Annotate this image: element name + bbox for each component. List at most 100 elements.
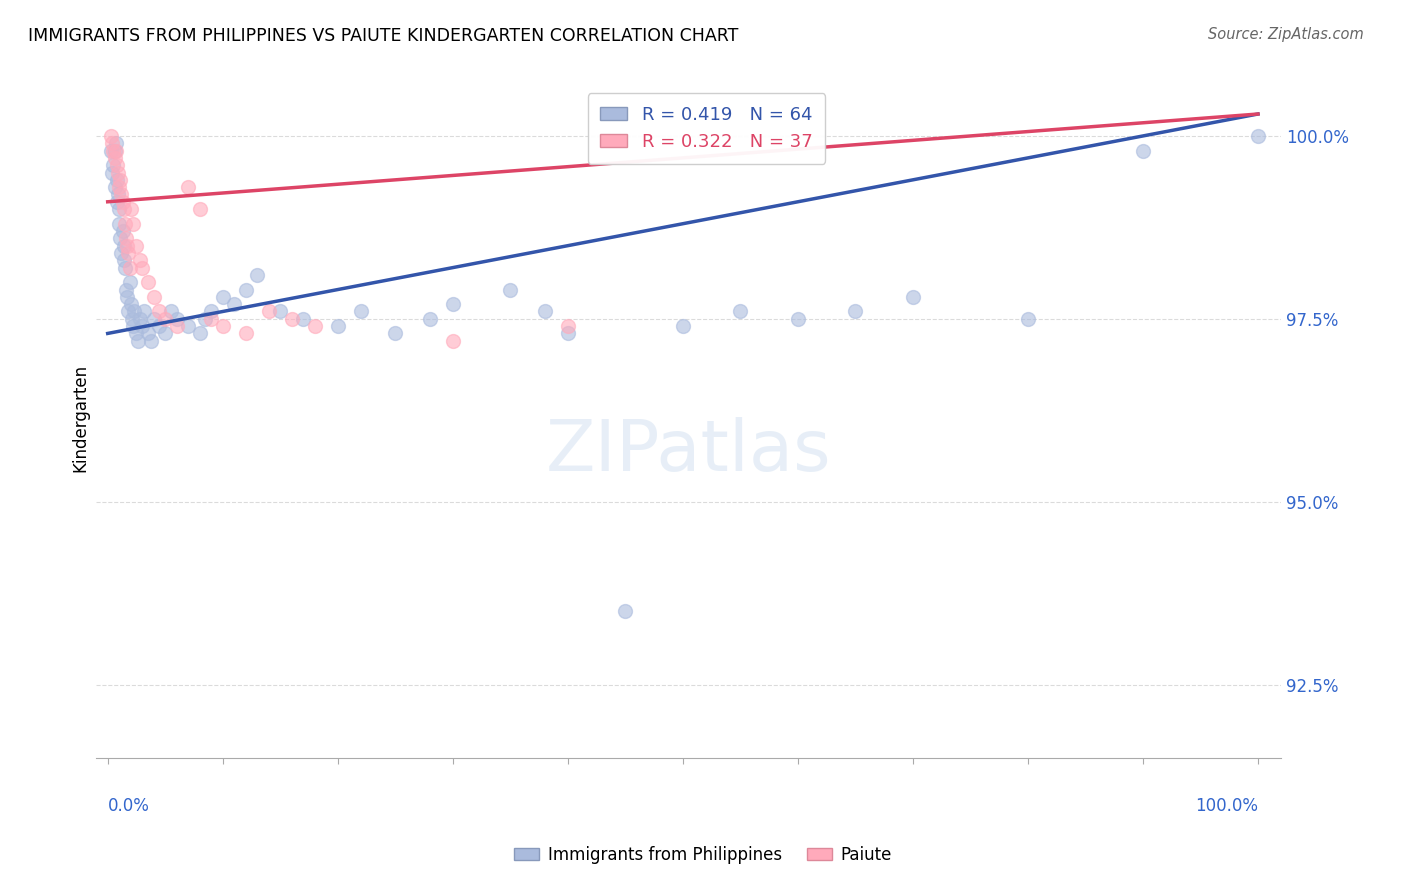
Point [153,311,176,326]
Point [194,311,217,326]
Point [153,326,176,341]
Point [114,217,136,231]
Point [224,297,246,311]
Point [100,144,122,158]
Point [177,319,200,334]
Point [136,275,159,289]
Point [100,128,122,143]
Point [211,290,233,304]
Point [120,297,142,311]
Point [108,217,131,231]
Point [112,202,135,216]
Point [110,246,132,260]
Point [246,268,269,282]
Point [103,144,125,158]
Point [148,319,170,334]
Point [128,311,150,326]
Point [101,165,124,179]
Point [280,311,302,326]
Point [107,165,129,179]
Point [125,326,148,341]
Legend: Immigrants from Philippines, Paiute: Immigrants from Philippines, Paiute [508,839,898,871]
Point [104,144,127,158]
Point [108,202,131,216]
Point [441,297,464,311]
Point [118,275,141,289]
Point [131,319,153,334]
Point [103,180,125,194]
Point [441,334,464,348]
Point [120,202,142,216]
Point [672,319,695,334]
Point [103,151,125,165]
Point [533,304,555,318]
Legend: R = 0.419   N = 64, R = 0.322   N = 37: R = 0.419 N = 64, R = 0.322 N = 37 [588,94,825,163]
Point [614,604,637,618]
Point [108,180,131,194]
Point [200,311,222,326]
Point [105,173,128,187]
Point [326,319,349,334]
Point [211,319,233,334]
Point [142,311,165,326]
Point [304,319,326,334]
Point [114,260,136,275]
Point [160,304,183,318]
Point [786,311,808,326]
Point [115,283,138,297]
Text: Source: ZipAtlas.com: Source: ZipAtlas.com [1208,27,1364,42]
Point [557,326,579,341]
Point [117,246,139,260]
Point [188,326,211,341]
Point [111,224,134,238]
Point [350,304,373,318]
Point [121,311,143,326]
Point [166,319,188,334]
Text: ZIPatlas: ZIPatlas [546,417,831,486]
Point [257,304,280,318]
Point [148,304,170,318]
Text: 0.0%: 0.0% [108,797,149,814]
Point [107,187,129,202]
Point [117,304,139,318]
Y-axis label: Kindergarten: Kindergarten [72,364,89,472]
Point [292,311,315,326]
Point [269,304,291,318]
Point [128,253,150,268]
Point [177,180,200,194]
Point [1247,128,1270,143]
Point [118,260,141,275]
Point [557,319,579,334]
Point [111,194,134,209]
Text: IMMIGRANTS FROM PHILIPPINES VS PAIUTE KINDERGARTEN CORRELATION CHART: IMMIGRANTS FROM PHILIPPINES VS PAIUTE KI… [28,27,738,45]
Point [112,253,135,268]
Point [235,326,257,341]
Point [131,260,153,275]
Point [1017,311,1039,326]
Point [122,217,145,231]
Point [844,304,866,318]
Point [384,326,406,341]
Point [142,290,165,304]
Point [115,238,138,252]
Point [122,319,145,334]
Point [105,158,128,172]
Point [127,334,149,348]
Point [499,283,522,297]
Point [105,194,128,209]
Point [101,136,124,151]
Point [1132,144,1154,158]
Point [188,202,211,216]
Point [134,304,156,318]
Point [141,334,163,348]
Point [166,311,188,326]
Point [125,238,148,252]
Point [110,231,132,245]
Point [122,304,145,318]
Point [104,136,127,151]
Text: 100.0%: 100.0% [1195,797,1258,814]
Point [200,304,222,318]
Point [112,238,135,252]
Point [730,304,752,318]
Point [103,144,125,158]
